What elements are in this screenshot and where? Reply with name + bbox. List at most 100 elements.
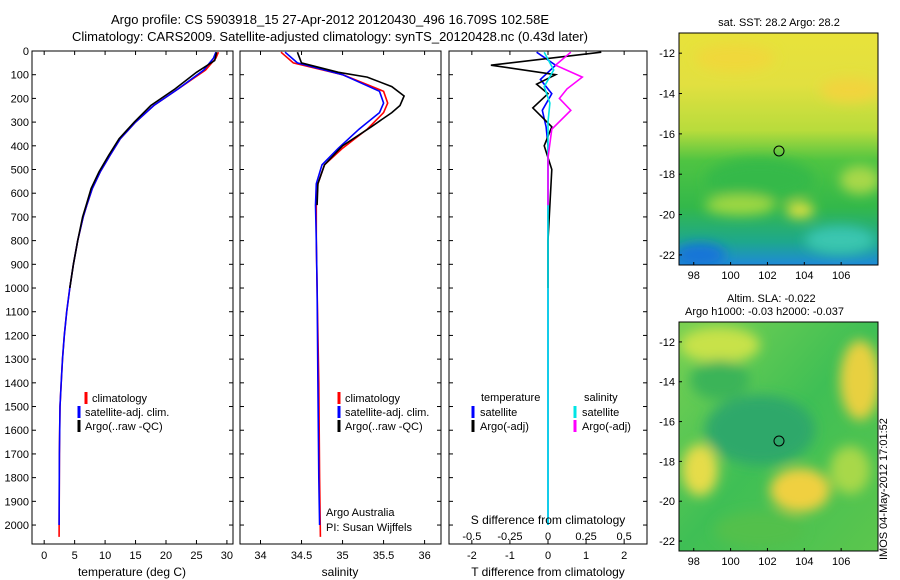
y-tick-label: 1500 bbox=[5, 402, 29, 414]
series-line-argo-adj- bbox=[490, 51, 602, 288]
x-tick-label: 35.5 bbox=[373, 550, 394, 562]
series-line-satellite bbox=[536, 51, 557, 525]
y-tick-label: 1800 bbox=[5, 473, 29, 485]
sst-map-title: sat. SST: 28.2 Argo: 28.2 bbox=[718, 17, 840, 29]
series-line-satellite-adj-clim- bbox=[58, 51, 217, 526]
sst-map-frame bbox=[678, 32, 879, 266]
legend-label-t-satellite: satellite bbox=[480, 407, 517, 419]
x-tick-label: 5 bbox=[72, 550, 78, 562]
map-y-tick-label: -22 bbox=[659, 536, 675, 548]
y-tick-label: 400 bbox=[11, 141, 29, 153]
map-x-tick-label: 100 bbox=[721, 556, 739, 568]
y-tick-label: 700 bbox=[11, 212, 29, 224]
salinity-annotation-line1: Argo Australia bbox=[326, 507, 395, 519]
sla-map-title-line1: Altim. SLA: -0.022 bbox=[727, 293, 816, 305]
series-line-satellite-adj-clim- bbox=[284, 51, 385, 526]
map-y-tick-label: -12 bbox=[659, 337, 675, 349]
y-tick-label: 1300 bbox=[5, 354, 29, 366]
map-x-tick-label: 104 bbox=[795, 270, 813, 282]
x-top-tick-label: -0.25 bbox=[497, 531, 522, 543]
sla-map: Altim. SLA: -0.022 Argo h1000: -0.03 h20… bbox=[659, 293, 879, 568]
map-x-tick-label: 98 bbox=[688, 270, 700, 282]
temperature-legend: climatology satellite-adj. clim. Argo(..… bbox=[77, 392, 169, 433]
legend-header-salinity: salinity bbox=[584, 392, 618, 404]
map-y-tick-label: -14 bbox=[659, 89, 675, 101]
series-line-climatology bbox=[280, 51, 389, 537]
y-tick-label: 1400 bbox=[5, 378, 29, 390]
x-tick-label: 35 bbox=[336, 550, 348, 562]
map-y-tick-label: -22 bbox=[659, 250, 675, 262]
map-x-tick-label: 102 bbox=[758, 270, 776, 282]
temperature-axes-frame bbox=[31, 50, 234, 545]
x-tick-label: 36 bbox=[418, 550, 430, 562]
y-tick-label: 1700 bbox=[5, 449, 29, 461]
sst-map: sat. SST: 28.2 Argo: 28.2 -12 -14 -16 -18 -2… bbox=[659, 17, 879, 282]
y-tick-label: 600 bbox=[11, 188, 29, 200]
legend-label-s-satellite: satellite bbox=[582, 407, 619, 419]
y-tick-label: 200 bbox=[11, 93, 29, 105]
salinity-axes-frame bbox=[239, 50, 442, 545]
salinity-xlabel: salinity bbox=[322, 565, 359, 579]
x-top-tick-label: 0.5 bbox=[617, 531, 632, 543]
legend-label-climatology: climatology bbox=[345, 393, 401, 405]
legend-label-climatology: climatology bbox=[92, 393, 148, 405]
y-tick-label: 1100 bbox=[5, 307, 29, 319]
sst-argo-marker bbox=[773, 145, 785, 157]
sla-argo-marker bbox=[773, 435, 785, 447]
x-tick-label: 1 bbox=[583, 550, 589, 562]
series-line-argo-raw-qc- bbox=[296, 51, 406, 206]
timestamp-stamp: IMOS 04-May-2012 17:01:52 bbox=[878, 418, 890, 560]
chart-title-line2: Climatology: CARS2009. Satellite-adjuste… bbox=[72, 29, 588, 44]
x-tick-label: 20 bbox=[160, 550, 172, 562]
temperature-panel: 0 100 200 300 400 500 600 700 800 900 1000 1100 1200… bbox=[5, 46, 234, 579]
x-top-tick-label: -0.5 bbox=[462, 531, 481, 543]
x-tick-label: 0 bbox=[41, 550, 47, 562]
x-tick-label: 2 bbox=[621, 550, 627, 562]
x-tick-label: -2 bbox=[467, 550, 477, 562]
map-y-tick-label: -12 bbox=[659, 48, 675, 60]
x-tick-label: 34.5 bbox=[291, 550, 312, 562]
y-tick-label: 800 bbox=[11, 236, 29, 248]
series-line-satellite bbox=[543, 51, 555, 525]
x-top-tick-label: 0 bbox=[545, 531, 551, 543]
y-tick-label: 500 bbox=[11, 165, 29, 177]
map-x-tick-label: 102 bbox=[758, 556, 776, 568]
salinity-panel: 34 34.5 35 35.5 36 salinity Argo Australia P… bbox=[239, 50, 442, 579]
map-x-tick-label: 104 bbox=[795, 556, 813, 568]
series-line-argo-adj- bbox=[547, 51, 584, 206]
y-tick-label: 900 bbox=[11, 259, 29, 271]
difference-panel: -2 -1 0 1 2 -0.5 -0.25 0 0.25 0.5 T difference fr… bbox=[448, 50, 648, 579]
legend-label-satellite: satellite-adj. clim. bbox=[85, 407, 169, 419]
legend-label-s-argo: Argo(-adj) bbox=[582, 421, 631, 433]
sla-map-frame bbox=[678, 321, 879, 552]
y-tick-label: 1200 bbox=[5, 330, 29, 342]
salinity-legend: climatology satellite-adj. clim. Argo(..… bbox=[337, 392, 429, 433]
temperature-xlabel: temperature (deg C) bbox=[78, 565, 186, 579]
y-tick-label: 1600 bbox=[5, 425, 29, 437]
chart-title-line1: Argo profile: CS 5903918_15 27-Apr-2012 … bbox=[110, 12, 549, 27]
map-y-tick-label: -16 bbox=[659, 129, 675, 141]
series-line-argo-raw-qc- bbox=[69, 52, 218, 289]
salinity-annotation-line2: PI: Susan Wijffels bbox=[326, 522, 412, 534]
y-tick-label: 100 bbox=[11, 70, 29, 82]
y-tick-label: 1900 bbox=[5, 496, 29, 508]
legend-label-argo: Argo(..raw -QC) bbox=[345, 421, 423, 433]
map-y-tick-label: -20 bbox=[659, 496, 675, 508]
y-tick-label: 1000 bbox=[5, 283, 29, 295]
legend-label-argo: Argo(..raw -QC) bbox=[85, 421, 163, 433]
map-y-tick-label: -18 bbox=[659, 169, 675, 181]
map-y-tick-label: -16 bbox=[659, 417, 675, 429]
difference-legend: temperature salinity satellite Argo(-adj… bbox=[471, 392, 631, 433]
y-tick-label: 2000 bbox=[5, 520, 29, 532]
sst-field bbox=[679, 33, 878, 265]
x-tick-label: 0 bbox=[545, 550, 551, 562]
x-tick-label: 15 bbox=[129, 550, 141, 562]
difference-xlabel-top: S difference from climatology bbox=[471, 513, 626, 527]
sla-map-title-line2: Argo h1000: -0.03 h2000: -0.037 bbox=[685, 306, 844, 318]
y-tick-label: 300 bbox=[11, 117, 29, 129]
legend-label-satellite: satellite-adj. clim. bbox=[345, 407, 429, 419]
x-tick-label: 30 bbox=[221, 550, 233, 562]
map-x-tick-label: 98 bbox=[688, 556, 700, 568]
legend-label-t-argo: Argo(-adj) bbox=[480, 421, 529, 433]
